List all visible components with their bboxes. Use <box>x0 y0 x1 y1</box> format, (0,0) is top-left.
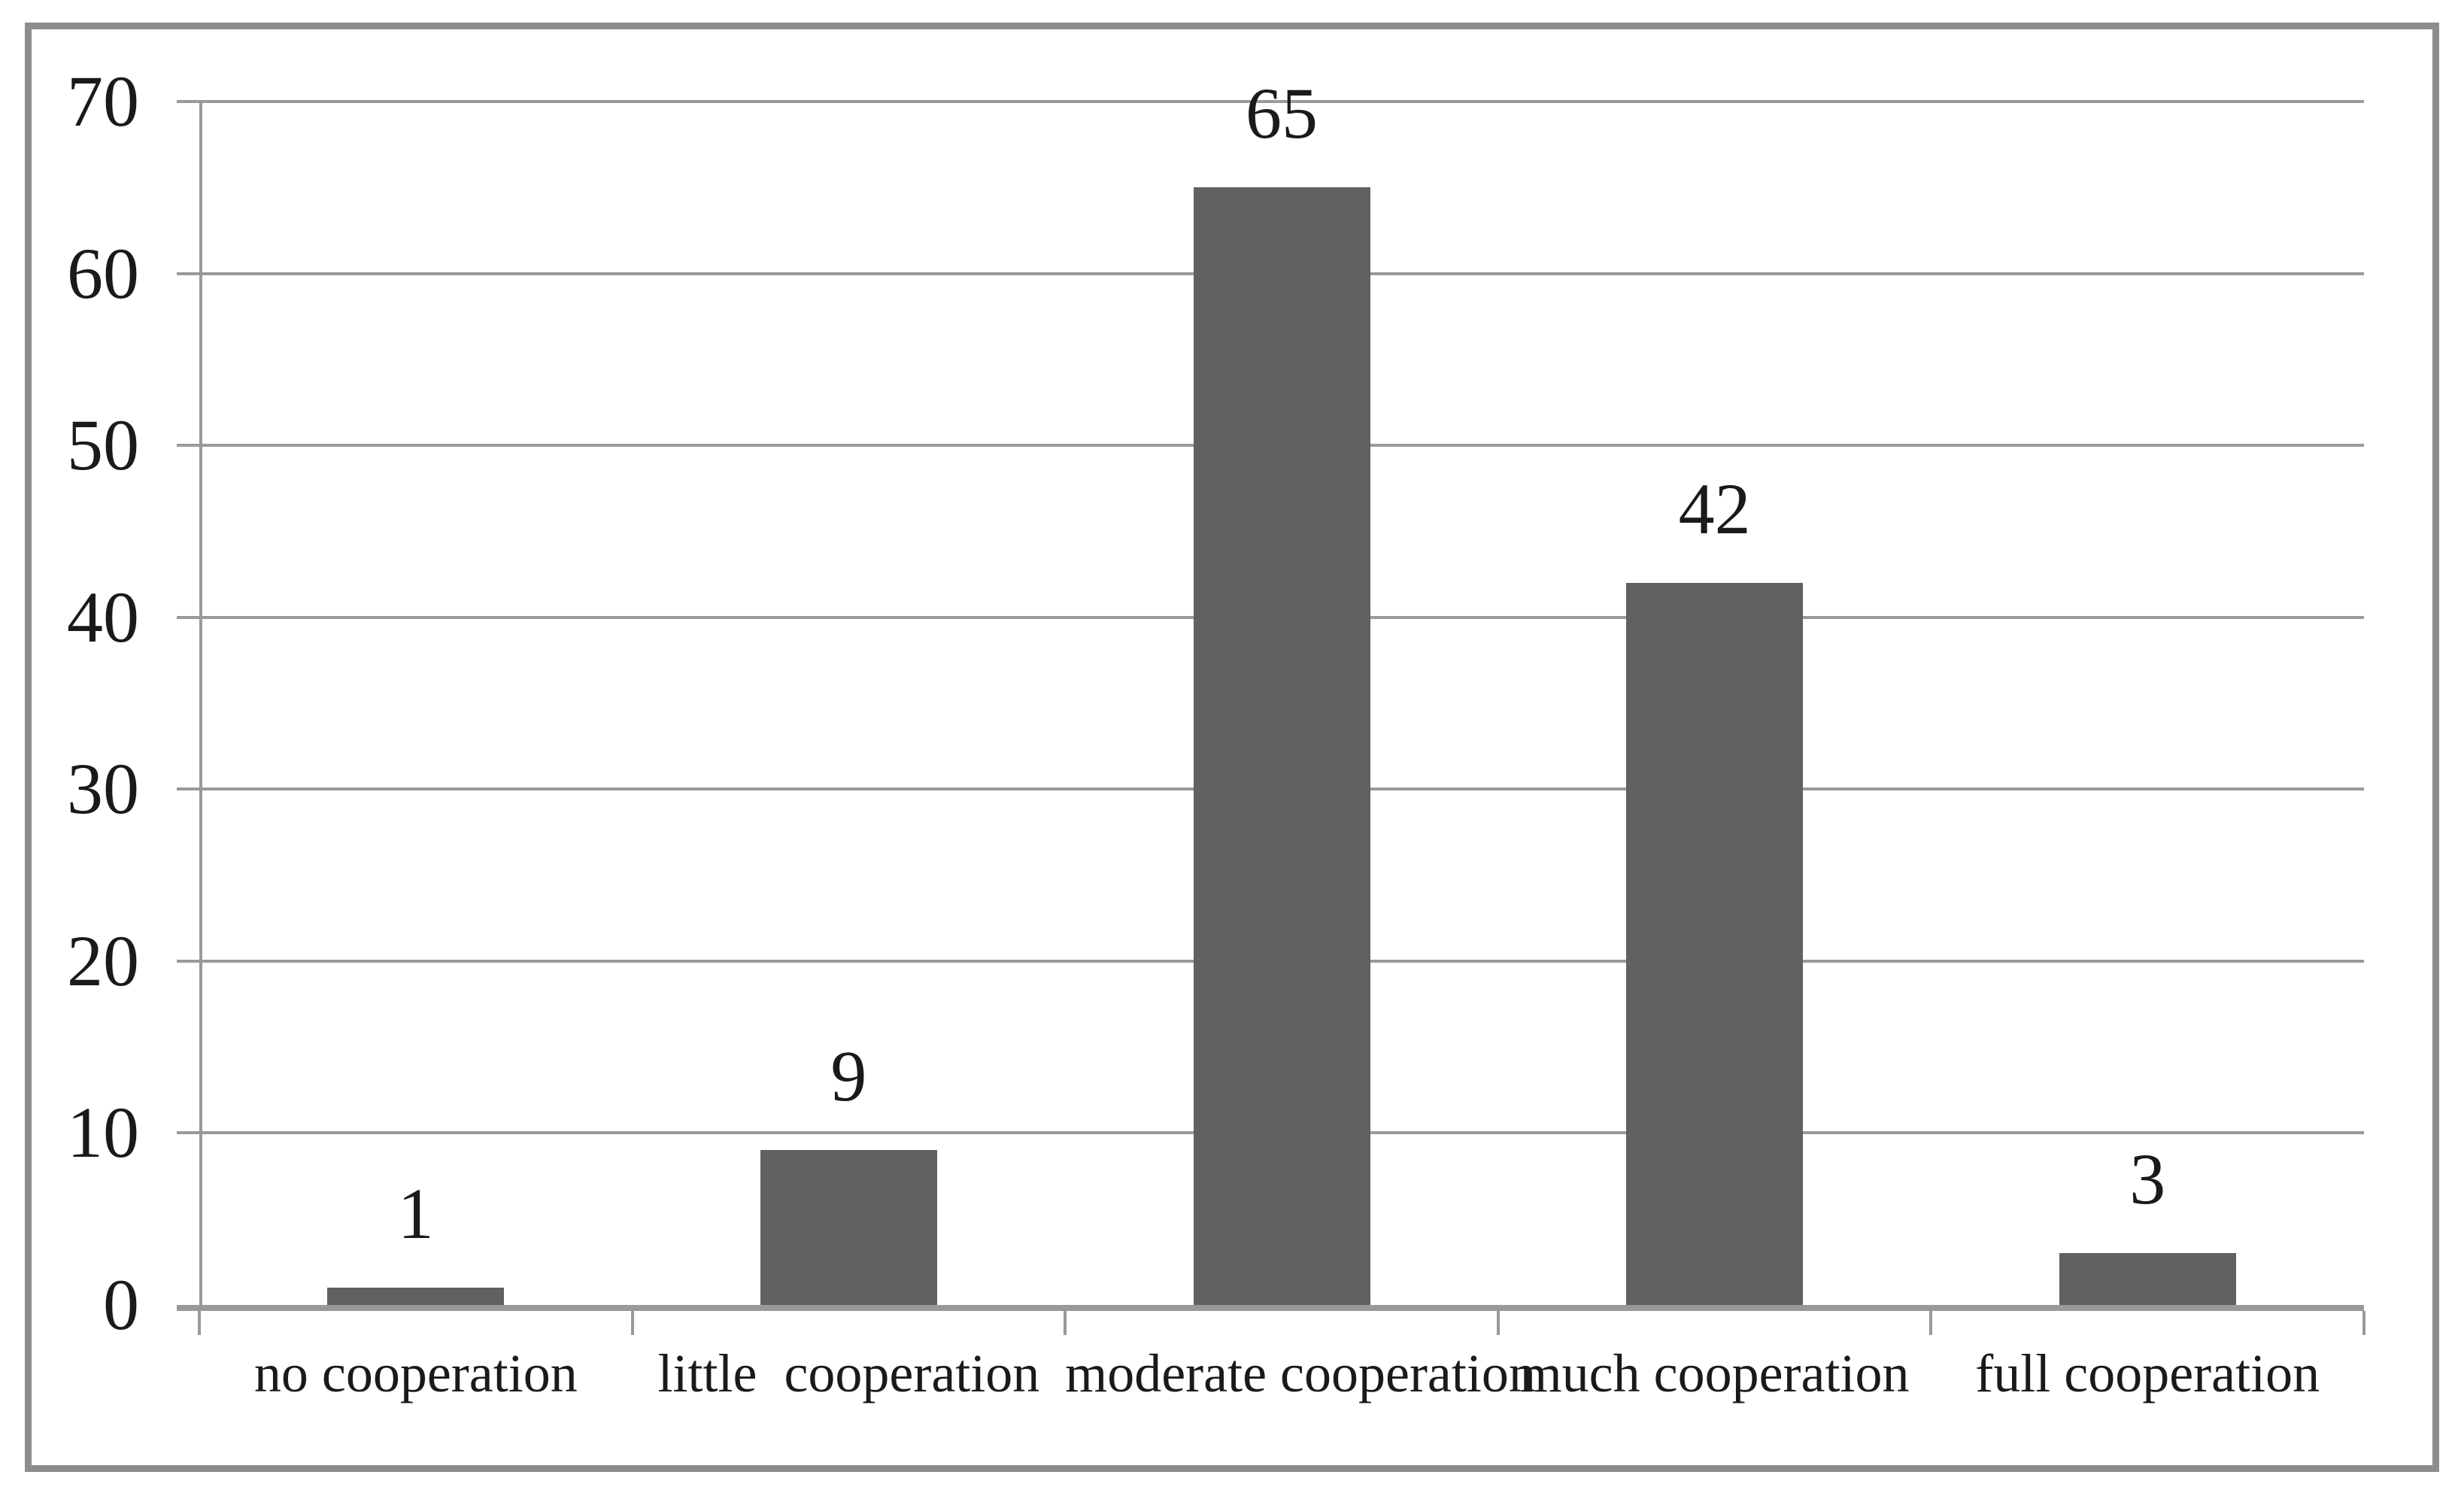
y-axis <box>199 100 202 1309</box>
bar-value-label: 3 <box>2129 1139 2166 1220</box>
x-axis-tick <box>1064 1311 1067 1335</box>
y-tick-label: 10 <box>67 1092 139 1173</box>
bar <box>327 1288 505 1305</box>
category-label: moderate cooperation <box>1065 1343 1536 1403</box>
x-axis-tick <box>1496 1311 1500 1335</box>
y-tick-label: 0 <box>103 1264 139 1345</box>
y-tick-label: 40 <box>67 576 139 657</box>
bar-value-label: 42 <box>1678 469 1751 549</box>
gridline <box>177 100 2364 103</box>
bar <box>1193 187 1370 1305</box>
y-tick-label: 30 <box>67 748 139 830</box>
bar-value-label: 65 <box>1246 73 1318 154</box>
category-label: much cooperation <box>1519 1343 1910 1403</box>
bar <box>2059 1253 2236 1305</box>
category-label: no cooperation <box>253 1343 578 1403</box>
y-tick-label: 60 <box>67 232 139 314</box>
x-axis-tick <box>198 1311 201 1335</box>
category-label: full cooperation <box>1975 1343 2320 1403</box>
x-axis <box>177 1305 2364 1311</box>
x-axis-tick <box>630 1311 634 1335</box>
y-tick-label: 20 <box>67 920 139 1001</box>
bar-value-label: 1 <box>397 1173 434 1255</box>
x-axis-tick <box>2362 1311 2365 1335</box>
y-tick-label: 70 <box>67 61 139 141</box>
bar <box>1626 583 1804 1305</box>
category-label: little cooperation <box>657 1343 1040 1403</box>
y-tick-label: 50 <box>67 405 139 486</box>
x-axis-tick <box>1929 1311 1933 1335</box>
bar-value-label: 9 <box>830 1036 867 1117</box>
bar <box>760 1150 937 1305</box>
